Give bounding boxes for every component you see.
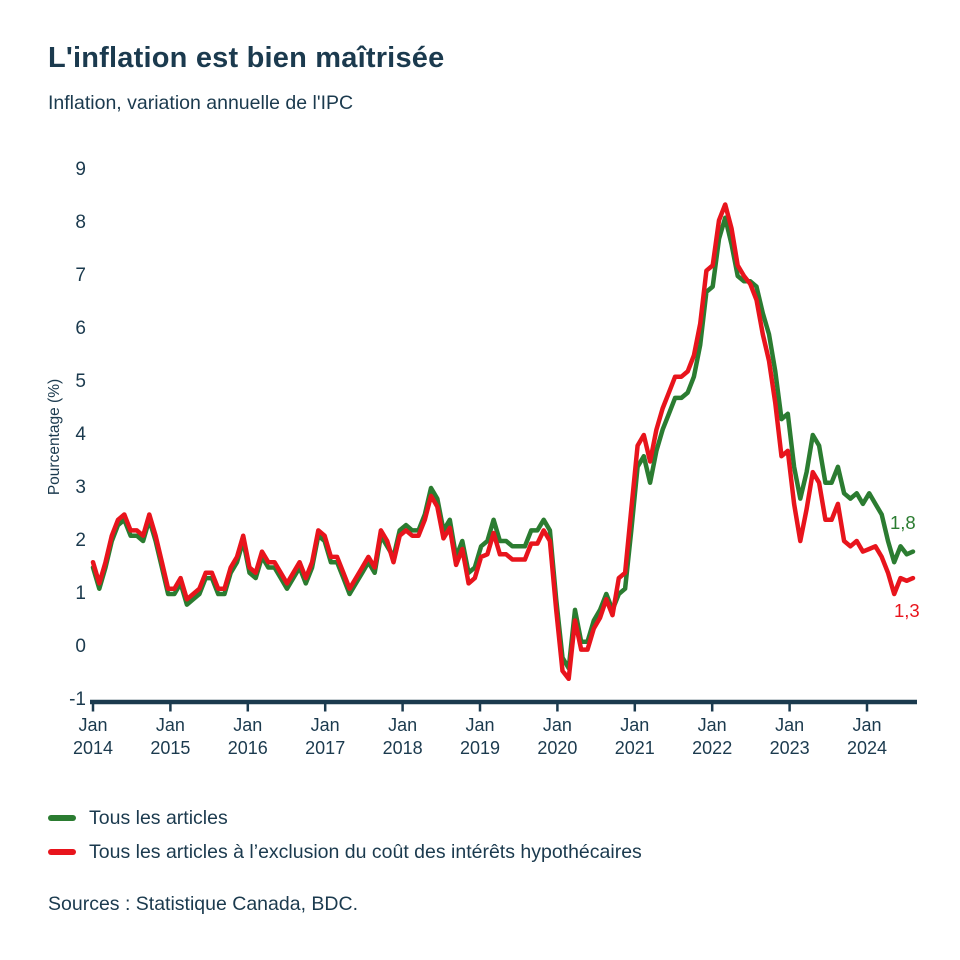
x-tick-label: Jan 2024: [846, 715, 888, 758]
x-tick-label: Jan 2017: [305, 715, 346, 758]
chart-title: L'inflation est bien maîtrisée: [48, 42, 445, 74]
legend-label-ex-mortgage: Tous les articles à l’exclusion du coût …: [89, 840, 642, 863]
y-tick-label: 4: [75, 424, 86, 445]
y-tick-label: 6: [75, 318, 86, 339]
x-tick-label: Jan 2021: [614, 715, 655, 758]
y-tick-label: -1: [69, 689, 86, 710]
y-tick-label: 5: [75, 371, 86, 392]
y-tick-label: 1: [75, 583, 86, 604]
legend-swatch-red: [48, 849, 76, 855]
y-tick-label: 0: [75, 636, 86, 657]
x-tick-label: Jan 2015: [150, 715, 191, 758]
y-tick-label: 7: [75, 265, 86, 286]
y-tick-label: 8: [75, 212, 86, 233]
chart-subtitle: Inflation, variation annuelle de l'IPC: [48, 92, 354, 114]
legend-item-all-items: Tous les articles: [48, 801, 642, 835]
x-tick-label: Jan 2023: [769, 715, 810, 758]
y-tick-label: 9: [75, 159, 86, 180]
legend-swatch-green: [48, 815, 76, 821]
x-tick-label: Jan 2020: [537, 715, 578, 758]
x-tick-label: Jan 2018: [382, 715, 423, 758]
y-tick-label: 2: [75, 530, 86, 551]
x-tick-label: Jan 2014: [72, 715, 114, 758]
legend-item-ex-mortgage: Tous les articles à l’exclusion du coût …: [48, 835, 642, 869]
series-end-value-ex-mortgage: 1,3: [894, 600, 920, 621]
series-end-value-all-items: 1,8: [890, 512, 916, 533]
x-tick-label: Jan 2019: [459, 715, 501, 758]
x-tick-label: Jan 2016: [227, 715, 268, 758]
legend: Tous les articles Tous les articles à l’…: [48, 801, 642, 869]
y-tick-label: 3: [75, 477, 86, 498]
x-tick-label: Jan 2022: [692, 715, 733, 758]
sources-note: Sources : Statistique Canada, BDC.: [48, 893, 358, 915]
legend-label-all-items: Tous les articles: [89, 806, 228, 829]
